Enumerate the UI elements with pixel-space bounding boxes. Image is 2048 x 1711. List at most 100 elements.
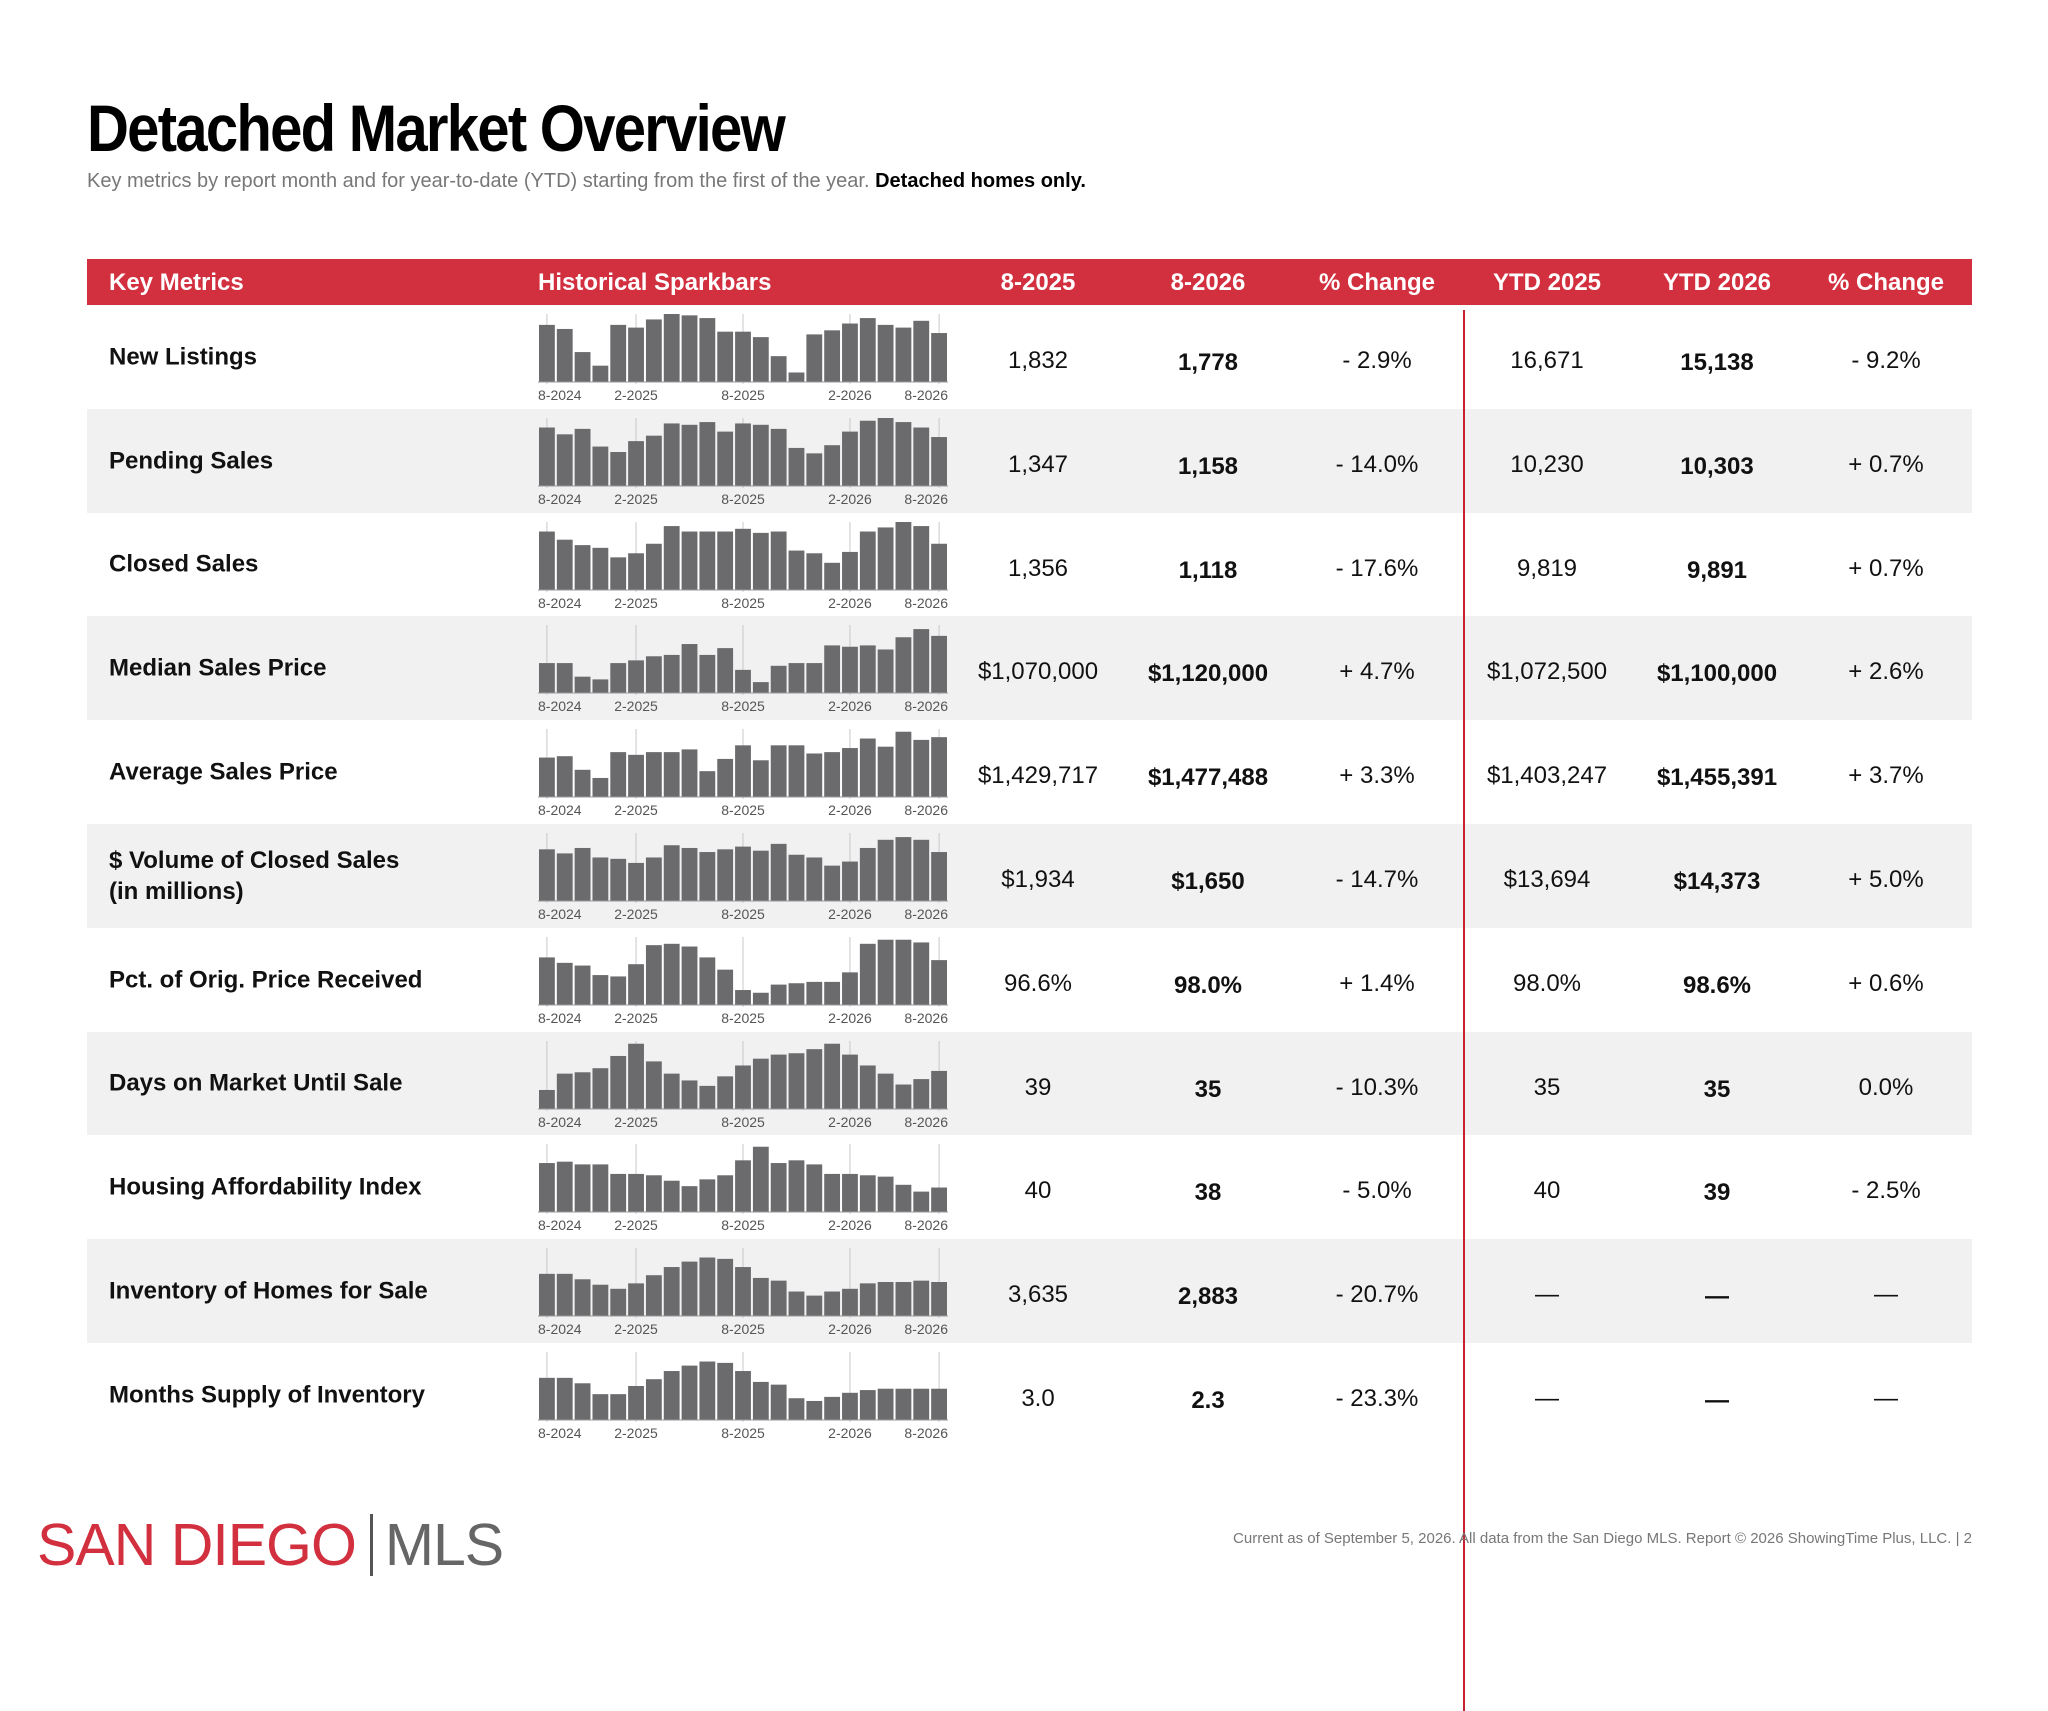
spark-bar bbox=[859, 847, 876, 901]
spark-bar bbox=[895, 1185, 912, 1213]
spark-axis-label: 8-2026 bbox=[904, 1114, 948, 1130]
spark-bar bbox=[663, 525, 680, 590]
spark-axis-label: 2-2026 bbox=[828, 387, 872, 403]
spark-axis-label: 8-2026 bbox=[904, 1321, 948, 1337]
sparkbar-chart: 8-2024 2-2025 8-2025 2-2026 8-2026 bbox=[538, 832, 948, 922]
spark-bar bbox=[539, 1163, 555, 1213]
spark-bar bbox=[859, 645, 876, 694]
spark-bar bbox=[539, 531, 555, 590]
sparkbar-chart: 8-2024 2-2025 8-2025 2-2026 8-2026 bbox=[538, 521, 948, 611]
spark-axis-label: 2-2026 bbox=[828, 491, 872, 507]
spark-bar bbox=[788, 983, 805, 1005]
spark-bar bbox=[735, 745, 751, 798]
logo-divider bbox=[369, 1514, 373, 1576]
spark-bar bbox=[770, 843, 787, 901]
spark-bar bbox=[574, 1164, 591, 1213]
cell-month-2026: 2.3 bbox=[1191, 1386, 1225, 1414]
spark-bar bbox=[699, 771, 716, 798]
spark-bar bbox=[717, 1075, 734, 1109]
spark-bar bbox=[556, 328, 573, 382]
spark-bar bbox=[931, 1070, 947, 1109]
spark-bar bbox=[574, 847, 591, 901]
spark-bar bbox=[788, 745, 805, 798]
spark-bar bbox=[628, 862, 644, 901]
cell-ytd-change: + 0.7% bbox=[1848, 450, 1924, 478]
spark-bar bbox=[752, 1058, 769, 1109]
spark-axis-label: 8-2026 bbox=[904, 1010, 948, 1026]
table-row: Housing Affordability Index 8-2024 2-2025 8… bbox=[87, 1135, 1972, 1239]
spark-bar bbox=[539, 757, 555, 798]
spark-axis-label: 2-2026 bbox=[828, 698, 872, 714]
spark-bar bbox=[788, 1291, 805, 1317]
spark-bar bbox=[770, 531, 787, 590]
cell-ytd-change: - 2.5% bbox=[1851, 1177, 1921, 1205]
spark-bar bbox=[931, 852, 947, 901]
spark-bar bbox=[752, 760, 769, 798]
spark-axis-label: 8-2025 bbox=[721, 1114, 765, 1130]
spark-axis-label: 2-2026 bbox=[828, 1321, 872, 1337]
spark-bar bbox=[539, 849, 555, 901]
cell-ytd-2025: 35 bbox=[1533, 1073, 1561, 1101]
spark-bar bbox=[592, 974, 609, 1005]
spark-bar bbox=[645, 1275, 662, 1317]
table-row: Inventory of Homes for Sale 8-2024 2-2025 8… bbox=[87, 1239, 1972, 1343]
header-month-2025: 8-2025 bbox=[1000, 269, 1076, 296]
spark-bar bbox=[663, 314, 680, 382]
spark-bar bbox=[592, 446, 609, 486]
cell-ytd-change: 0.0% bbox=[1858, 1073, 1914, 1101]
table-row: New Listings 8-2024 2-2025 8-2025 2-2026 8-20… bbox=[87, 305, 1972, 409]
spark-axis-label: 8-2025 bbox=[721, 491, 765, 507]
spark-bar bbox=[628, 660, 644, 694]
spark-bar bbox=[699, 1257, 716, 1317]
spark-bar bbox=[574, 428, 591, 486]
spark-bar bbox=[645, 319, 662, 382]
spark-bar bbox=[628, 440, 644, 486]
spark-bar bbox=[859, 318, 876, 382]
spark-bar bbox=[610, 556, 627, 590]
spark-bar bbox=[895, 327, 912, 382]
spark-bar bbox=[717, 1362, 734, 1420]
cell-month-2025: $1,934 bbox=[1001, 865, 1075, 893]
spark-bar bbox=[663, 943, 680, 1005]
sparkbar-chart: 8-2024 2-2025 8-2025 2-2026 8-2026 bbox=[538, 1144, 948, 1233]
spark-axis-label: 8-2024 bbox=[538, 387, 582, 403]
spark-bar bbox=[877, 939, 894, 1005]
spark-bar bbox=[877, 649, 894, 694]
spark-bar bbox=[681, 644, 698, 694]
metric-name: Pct. of Orig. Price Received bbox=[109, 966, 423, 994]
spark-axis-label: 8-2025 bbox=[721, 802, 765, 818]
sparkbar-chart: 8-2024 2-2025 8-2025 2-2026 8-2026 bbox=[538, 625, 948, 714]
spark-bar bbox=[610, 1174, 627, 1213]
spark-axis-label: 2-2025 bbox=[614, 802, 658, 818]
cell-ytd-2025: $1,072,500 bbox=[1486, 658, 1608, 686]
spark-bar bbox=[699, 957, 716, 1005]
cell-month-2025: $1,429,717 bbox=[977, 762, 1099, 790]
cell-month-change: - 17.6% bbox=[1335, 554, 1419, 582]
spark-bar bbox=[895, 637, 912, 694]
spark-bar bbox=[610, 976, 627, 1005]
subtitle-bold-text: Detached homes only. bbox=[875, 170, 1086, 192]
spark-bar bbox=[663, 1073, 680, 1109]
metric-name: Months Supply of Inventory bbox=[109, 1381, 425, 1409]
spark-axis-label: 8-2026 bbox=[904, 802, 948, 818]
cell-month-change: + 3.3% bbox=[1339, 762, 1415, 790]
spark-bar bbox=[895, 1084, 912, 1109]
sparkbar-chart: 8-2024 2-2025 8-2025 2-2026 8-2026 bbox=[538, 729, 948, 818]
spark-bar bbox=[699, 655, 716, 694]
sparkbar-chart: 8-2024 2-2025 8-2025 2-2026 8-2026 bbox=[538, 314, 948, 403]
cell-ytd-2025: 10,230 bbox=[1510, 450, 1584, 478]
spark-bar bbox=[699, 1085, 716, 1109]
spark-bar bbox=[859, 1283, 876, 1317]
spark-bar bbox=[592, 778, 609, 798]
cell-month-2026: 2,883 bbox=[1177, 1283, 1239, 1311]
spark-axis-label: 2-2025 bbox=[614, 906, 658, 922]
spark-bar bbox=[877, 1282, 894, 1317]
spark-axis-label: 8-2024 bbox=[538, 1010, 582, 1026]
spark-bar bbox=[913, 740, 930, 798]
spark-axis-label: 2-2026 bbox=[828, 1010, 872, 1026]
spark-axis-label: 8-2025 bbox=[721, 698, 765, 714]
spark-bar bbox=[574, 352, 591, 382]
spark-bar bbox=[681, 847, 698, 901]
cell-ytd-2026: 35 bbox=[1703, 1075, 1731, 1103]
spark-bar bbox=[539, 1377, 555, 1420]
